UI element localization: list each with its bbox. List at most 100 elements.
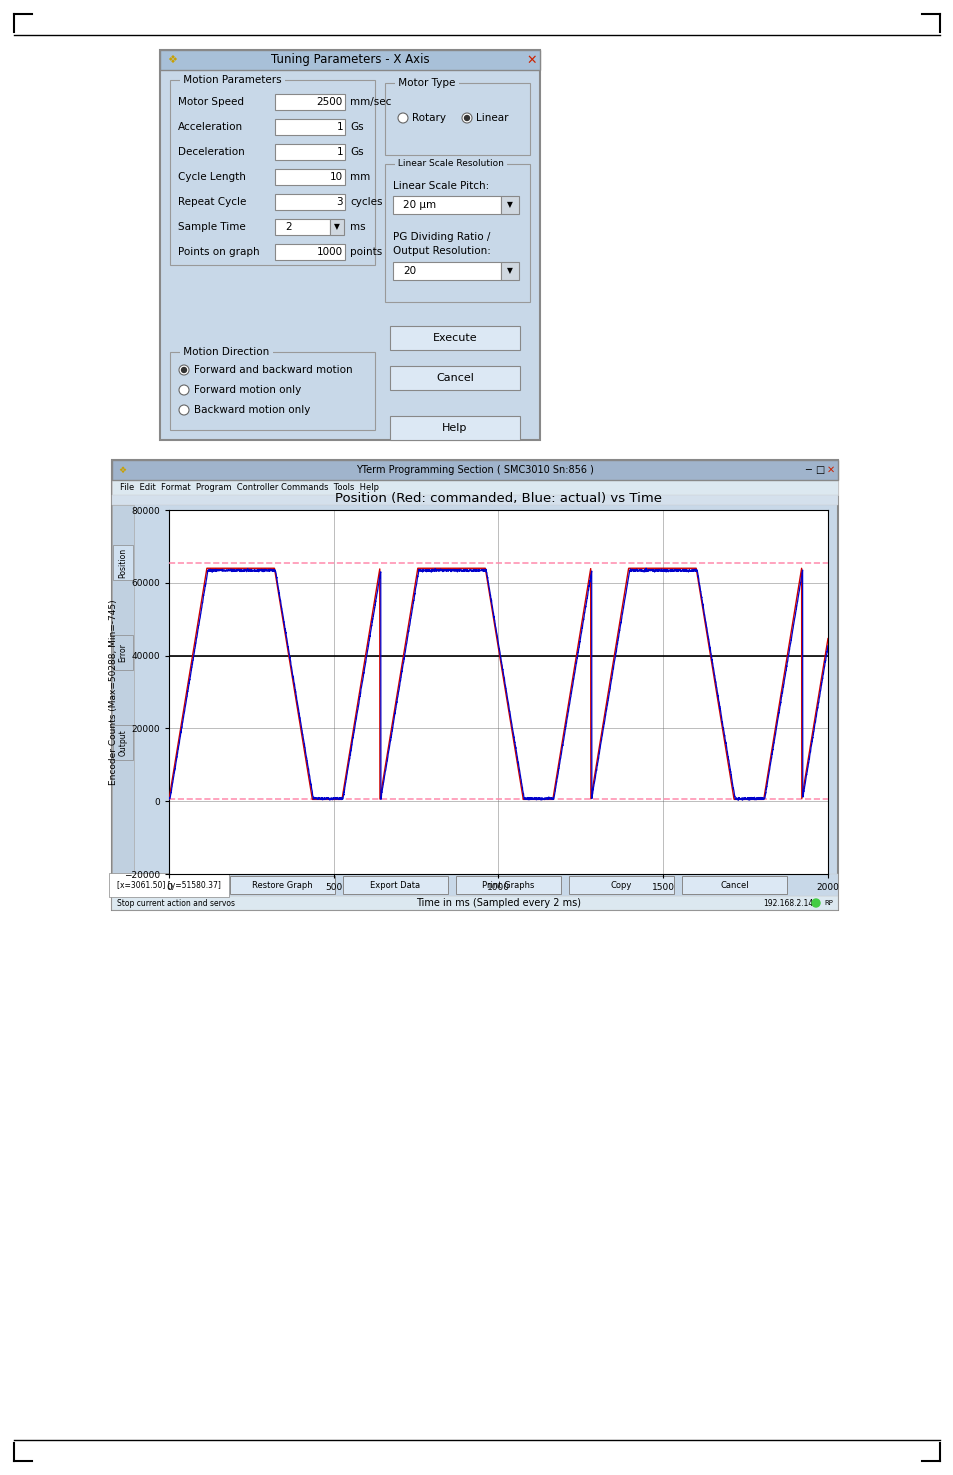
Text: Forward and backward motion: Forward and backward motion [193,364,353,375]
Text: Motion Parameters: Motion Parameters [180,75,285,86]
Text: mm: mm [350,173,370,181]
Text: ─: ─ [804,465,810,475]
Text: Rotary: Rotary [412,114,446,122]
FancyBboxPatch shape [393,263,500,280]
FancyBboxPatch shape [385,83,530,155]
FancyBboxPatch shape [112,479,837,496]
FancyBboxPatch shape [112,460,837,910]
Text: Motor Type: Motor Type [395,78,458,88]
FancyBboxPatch shape [170,80,375,266]
Text: 20 μm: 20 μm [402,201,436,209]
Text: Points on graph: Points on graph [178,246,259,257]
FancyBboxPatch shape [112,460,837,479]
Text: ❖: ❖ [118,466,126,475]
Text: Motor Speed: Motor Speed [178,97,244,108]
FancyBboxPatch shape [330,218,344,235]
Text: ❖: ❖ [167,55,177,65]
Text: mm/sec: mm/sec [350,97,391,108]
Text: ✕: ✕ [526,53,537,66]
Text: Linear: Linear [476,114,508,122]
Text: Linear Scale Resolution: Linear Scale Resolution [395,159,506,168]
FancyBboxPatch shape [390,416,519,440]
FancyBboxPatch shape [274,94,345,111]
Text: 20: 20 [402,266,416,276]
Text: Gs: Gs [350,122,363,131]
Text: Acceleration: Acceleration [178,122,243,131]
Text: Output Resolution:: Output Resolution: [393,246,491,257]
FancyBboxPatch shape [112,726,132,760]
Text: Copy: Copy [610,881,632,889]
FancyBboxPatch shape [393,196,500,214]
Text: Output: Output [118,730,128,757]
Text: ms: ms [350,223,365,232]
Text: YTerm Programming Section ( SMC3010 Sn:856 ): YTerm Programming Section ( SMC3010 Sn:8… [355,465,594,475]
Circle shape [179,406,189,414]
Text: Stop current action and servos: Stop current action and servos [117,898,234,907]
Text: points: points [350,246,382,257]
Text: 2: 2 [285,223,292,232]
Circle shape [464,115,469,121]
Text: 3: 3 [336,198,343,206]
Text: Motion Direction: Motion Direction [180,347,273,357]
Text: ▼: ▼ [507,267,513,276]
Text: Cancel: Cancel [436,373,474,384]
Text: Restore Graph: Restore Graph [252,881,313,889]
FancyBboxPatch shape [274,145,345,159]
X-axis label: Time in ms (Sampled every 2 ms): Time in ms (Sampled every 2 ms) [416,898,580,907]
Text: Tuning Parameters - X Axis: Tuning Parameters - X Axis [271,53,429,66]
FancyBboxPatch shape [112,496,837,504]
FancyBboxPatch shape [390,366,519,389]
FancyBboxPatch shape [112,875,837,895]
FancyBboxPatch shape [274,170,345,184]
Circle shape [179,385,189,395]
Text: Cancel: Cancel [720,881,748,889]
Text: Deceleration: Deceleration [178,148,245,156]
FancyBboxPatch shape [274,119,345,136]
FancyBboxPatch shape [568,876,673,894]
Text: Help: Help [442,423,467,434]
Text: cycles: cycles [350,198,382,206]
FancyBboxPatch shape [274,243,345,260]
FancyBboxPatch shape [230,876,335,894]
Text: □: □ [815,465,823,475]
FancyBboxPatch shape [500,196,518,214]
Text: File  Edit  Format  Program  Controller Commands  Tools  Help: File Edit Format Program Controller Comm… [120,482,378,491]
FancyBboxPatch shape [390,326,519,350]
Text: 1000: 1000 [316,246,343,257]
Text: Forward motion only: Forward motion only [193,385,301,395]
Text: Position: Position [118,547,128,578]
Text: PG Dividing Ratio /: PG Dividing Ratio / [393,232,490,242]
FancyBboxPatch shape [456,876,560,894]
Text: RP: RP [823,900,832,906]
Title: Position (Red: commanded, Blue: actual) vs Time: Position (Red: commanded, Blue: actual) … [335,491,661,504]
Text: Backward motion only: Backward motion only [193,406,310,414]
Circle shape [179,364,189,375]
Text: Export Data: Export Data [370,881,420,889]
Text: Print Graphs: Print Graphs [482,881,534,889]
Text: Error: Error [118,643,128,662]
FancyBboxPatch shape [681,876,786,894]
Circle shape [461,114,472,122]
FancyBboxPatch shape [170,353,375,431]
FancyBboxPatch shape [160,50,539,440]
FancyBboxPatch shape [385,164,530,302]
Text: 192.168.2.14: 192.168.2.14 [762,898,812,907]
FancyBboxPatch shape [112,895,837,910]
Text: [x=3061.50] [y=51580.37]: [x=3061.50] [y=51580.37] [117,881,221,889]
Text: ▼: ▼ [507,201,513,209]
Text: 2500: 2500 [316,97,343,108]
FancyBboxPatch shape [500,263,518,280]
FancyBboxPatch shape [160,50,539,69]
FancyBboxPatch shape [274,195,345,209]
Text: Cycle Length: Cycle Length [178,173,246,181]
Text: ✕: ✕ [826,465,834,475]
FancyBboxPatch shape [274,218,330,235]
Text: Linear Scale Pitch:: Linear Scale Pitch: [393,181,489,190]
Text: Repeat Cycle: Repeat Cycle [178,198,246,206]
Text: 1: 1 [336,148,343,156]
Circle shape [811,898,820,907]
FancyBboxPatch shape [112,636,132,670]
Text: Execute: Execute [433,333,476,344]
Text: Sample Time: Sample Time [178,223,246,232]
FancyBboxPatch shape [112,504,133,881]
